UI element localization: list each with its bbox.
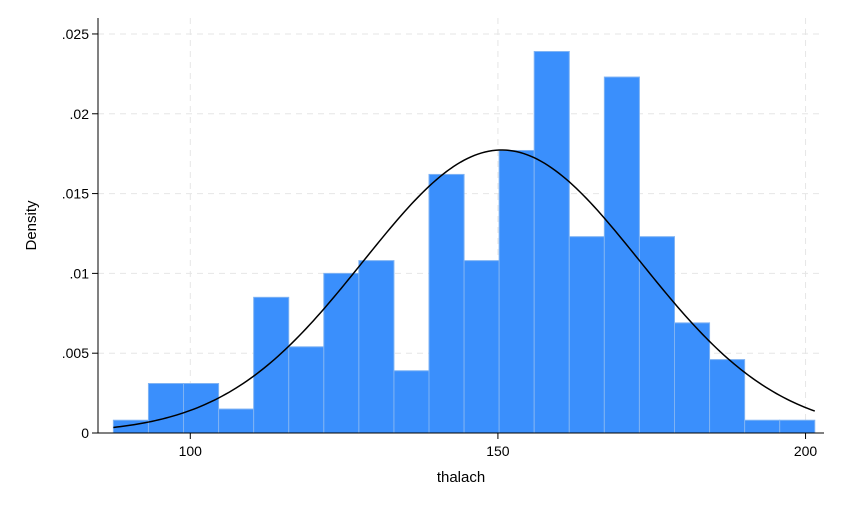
y-axis-title: Density (23, 200, 40, 251)
bars-layer (112, 51, 816, 434)
histogram-bar (183, 383, 220, 434)
histogram-bar (638, 236, 675, 434)
x-tick-label: 100 (179, 443, 203, 459)
histogram-bar (463, 260, 500, 434)
histogram-bar (358, 260, 395, 434)
histogram-bar (393, 370, 430, 434)
y-tick-label: .01 (70, 265, 90, 281)
histogram-bar (253, 296, 290, 434)
ticks-layer: 0 .005 .01 .015 .02 .025 100 150 200 (62, 26, 818, 459)
histogram-bar (218, 408, 255, 434)
histogram-bar (323, 272, 360, 434)
histogram-bar (568, 236, 605, 434)
histogram-bar (147, 383, 185, 434)
histogram-bar (428, 173, 465, 434)
histogram-bar (533, 51, 570, 434)
x-axis-title: thalach (437, 469, 485, 486)
y-tick-label: .025 (62, 26, 89, 42)
histogram-bar (779, 419, 816, 434)
normal-density-curve (113, 149, 816, 429)
histogram-bar (288, 346, 325, 434)
x-tick-label: 200 (794, 443, 818, 459)
histogram-bar (673, 322, 711, 434)
x-tick-label: 150 (486, 443, 510, 459)
histogram-bar (709, 359, 746, 434)
y-tick-label: .015 (62, 186, 89, 202)
y-tick-label: .005 (62, 345, 89, 361)
y-tick-label: .02 (70, 106, 90, 122)
histogram-bar (498, 149, 535, 434)
histogram-bar (744, 419, 781, 434)
y-tick-label: 0 (81, 425, 89, 441)
axes-layer (97, 18, 824, 434)
